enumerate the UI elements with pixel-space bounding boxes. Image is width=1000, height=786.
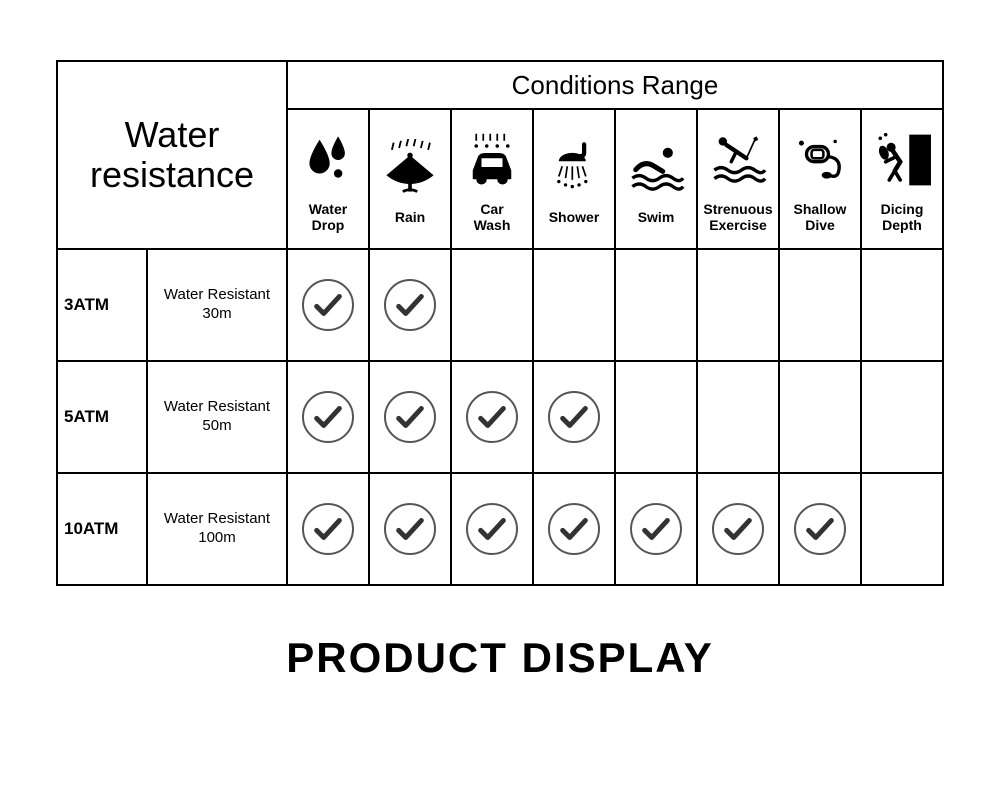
- checkmark-icon: [384, 503, 436, 555]
- check-cell: [533, 473, 615, 585]
- strenuous-icon: [700, 125, 776, 195]
- water-resistance-table: Waterresistance Conditions Range WaterDr…: [56, 60, 944, 586]
- checkmark-icon: [794, 503, 846, 555]
- table-row: 10ATMWater Resistant100m: [57, 473, 943, 585]
- check-cell: [533, 361, 615, 473]
- checkmark-icon: [466, 503, 518, 555]
- condition-label: Shower: [536, 209, 612, 225]
- check-cell: [861, 361, 943, 473]
- condition-header-rain: Rain: [369, 109, 451, 249]
- condition-header-shallow-dive: ShallowDive: [779, 109, 861, 249]
- water-drop-icon: [290, 125, 366, 195]
- check-cell: [697, 249, 779, 361]
- rating-cell: 5ATM: [57, 361, 147, 473]
- check-cell: [779, 473, 861, 585]
- check-cell: [287, 361, 369, 473]
- check-cell: [369, 361, 451, 473]
- condition-header-diving-depth: DicingDepth: [861, 109, 943, 249]
- check-cell: [861, 249, 943, 361]
- condition-header-water-drop: WaterDrop: [287, 109, 369, 249]
- check-cell: [615, 249, 697, 361]
- checkmark-icon: [302, 503, 354, 555]
- check-cell: [615, 361, 697, 473]
- shower-icon: [536, 133, 612, 203]
- check-cell: [861, 473, 943, 585]
- diving-depth-icon: [864, 125, 940, 195]
- check-cell: [369, 249, 451, 361]
- table-title: Waterresistance: [57, 61, 287, 249]
- check-cell: [287, 249, 369, 361]
- conditions-header: Conditions Range: [287, 61, 943, 109]
- rain-icon: [372, 133, 448, 203]
- condition-label: WaterDrop: [290, 201, 366, 233]
- check-cell: [451, 249, 533, 361]
- rating-cell: 3ATM: [57, 249, 147, 361]
- checkmark-icon: [712, 503, 764, 555]
- checkmark-icon: [302, 391, 354, 443]
- check-cell: [697, 473, 779, 585]
- car-wash-icon: [454, 125, 530, 195]
- table-row: 5ATMWater Resistant50m: [57, 361, 943, 473]
- checkmark-icon: [548, 391, 600, 443]
- checkmark-icon: [302, 279, 354, 331]
- condition-label: Rain: [372, 209, 448, 225]
- condition-label: CarWash: [454, 201, 530, 233]
- shallow-dive-icon: [782, 125, 858, 195]
- condition-header-swim: Swim: [615, 109, 697, 249]
- condition-label: StrenuousExercise: [700, 201, 776, 233]
- check-cell: [533, 249, 615, 361]
- swim-icon: [618, 133, 694, 203]
- check-cell: [451, 473, 533, 585]
- checkmark-icon: [384, 391, 436, 443]
- check-cell: [369, 473, 451, 585]
- checkmark-icon: [548, 503, 600, 555]
- rating-desc: Water Resistant100m: [147, 473, 287, 585]
- check-cell: [779, 361, 861, 473]
- condition-header-car-wash: CarWash: [451, 109, 533, 249]
- water-resistance-table-wrap: Waterresistance Conditions Range WaterDr…: [56, 60, 944, 586]
- condition-header-strenuous: StrenuousExercise: [697, 109, 779, 249]
- checkmark-icon: [384, 279, 436, 331]
- check-cell: [697, 361, 779, 473]
- condition-label: Swim: [618, 209, 694, 225]
- rating-cell: 10ATM: [57, 473, 147, 585]
- rating-desc: Water Resistant30m: [147, 249, 287, 361]
- footer-title: PRODUCT DISPLAY: [286, 634, 714, 682]
- condition-header-shower: Shower: [533, 109, 615, 249]
- condition-label: DicingDepth: [864, 201, 940, 233]
- check-cell: [779, 249, 861, 361]
- check-cell: [287, 473, 369, 585]
- table-row: 3ATMWater Resistant30m: [57, 249, 943, 361]
- condition-label: ShallowDive: [782, 201, 858, 233]
- checkmark-icon: [466, 391, 518, 443]
- rating-desc: Water Resistant50m: [147, 361, 287, 473]
- check-cell: [615, 473, 697, 585]
- checkmark-icon: [630, 503, 682, 555]
- check-cell: [451, 361, 533, 473]
